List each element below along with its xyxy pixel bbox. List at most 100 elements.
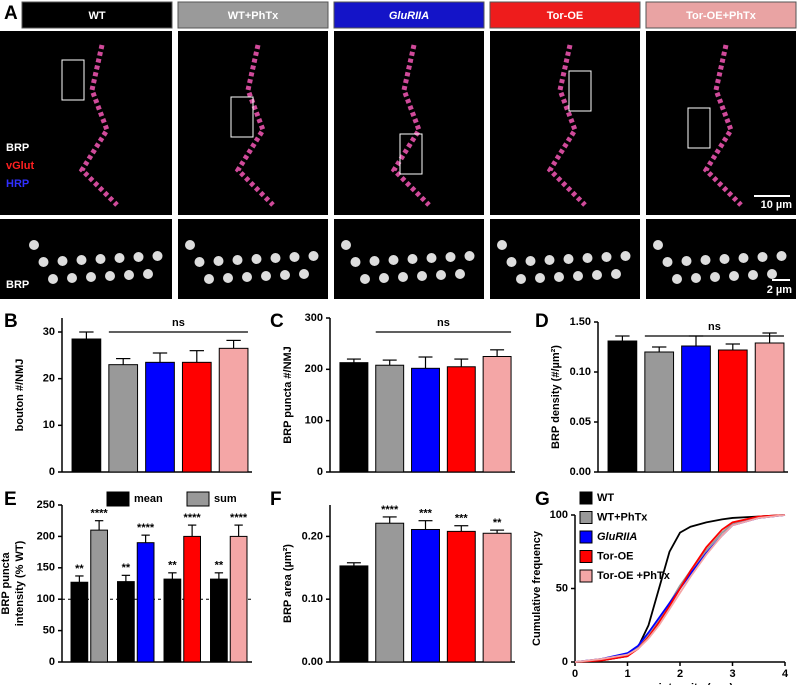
- significance: ****: [91, 508, 109, 520]
- zoom-puncta: [681, 256, 692, 266]
- y-tick-label: 0.10: [570, 366, 591, 378]
- zoom-puncta: [710, 272, 720, 282]
- significance: ****: [137, 522, 155, 534]
- zoom-puncta: [535, 273, 545, 283]
- legend-label: sum: [214, 493, 237, 505]
- significance: ****: [230, 512, 248, 524]
- zoom-puncta: [464, 251, 475, 261]
- y-tick-label: 0: [317, 466, 323, 478]
- zoom-puncta: [299, 269, 309, 279]
- y-tick-label: 200: [305, 363, 323, 375]
- zoom-puncta: [417, 271, 427, 281]
- zoom-puncta: [748, 270, 758, 280]
- bar: [210, 578, 228, 663]
- y-tick-label: 30: [43, 326, 55, 338]
- zoom-puncta: [388, 255, 399, 265]
- nmj-branch: [546, 44, 587, 207]
- y-tick-label: 1.50: [570, 316, 591, 328]
- stain-label: BRP: [6, 142, 29, 154]
- zoom-puncta: [776, 251, 787, 261]
- zoom-puncta: [455, 269, 465, 279]
- y-tick-label: 0: [562, 656, 568, 668]
- header-label: Tor-OE+PhTx: [686, 10, 757, 22]
- zoom-puncta: [611, 269, 621, 279]
- zoom-puncta: [124, 270, 134, 280]
- zoom-puncta: [662, 257, 673, 267]
- header-label: WT: [88, 10, 105, 22]
- bar: [375, 522, 405, 663]
- y-tick-label: 150: [37, 562, 55, 574]
- zoom-puncta: [143, 269, 153, 279]
- zoom-puncta: [185, 240, 195, 250]
- y-tick-label: 300: [305, 312, 323, 324]
- zoom-puncta: [341, 240, 351, 250]
- zoom-puncta: [506, 257, 517, 267]
- legend-swatch: [579, 569, 593, 583]
- zoom-puncta: [592, 270, 602, 280]
- micrograph: [0, 31, 172, 215]
- stain-label: HRP: [6, 178, 29, 190]
- y-tick-label: 250: [37, 499, 55, 511]
- zoom-puncta: [223, 273, 233, 283]
- zoom-puncta: [152, 251, 163, 261]
- y-tick-label: 100: [37, 593, 55, 605]
- panel-letter: A: [4, 3, 18, 24]
- significance: ***: [419, 508, 433, 520]
- bar: [339, 565, 369, 663]
- bar: [681, 345, 711, 473]
- zoom-puncta: [213, 256, 224, 266]
- zoom-puncta: [436, 270, 446, 280]
- y-axis-label: BRP puncta: [0, 552, 12, 615]
- significance: **: [75, 563, 84, 575]
- zoom-puncta: [497, 240, 507, 250]
- bar: [218, 347, 249, 473]
- bar: [70, 581, 89, 663]
- significance: **: [122, 562, 131, 574]
- scale-label: 2 µm: [767, 284, 793, 296]
- header-box: [21, 1, 173, 29]
- scale-label: 10 µm: [761, 199, 793, 211]
- zoom-puncta: [232, 255, 243, 265]
- y-tick-label: 0: [49, 466, 55, 478]
- nmj-branch: [234, 44, 275, 207]
- panel-letter: G: [535, 489, 550, 510]
- zoom-puncta: [48, 274, 58, 284]
- y-tick-label: 0.10: [302, 593, 323, 605]
- y-tick-label: 100: [550, 509, 568, 521]
- bar: [375, 364, 405, 473]
- y-axis-label: bouton #/NMJ: [14, 359, 26, 432]
- zoom-puncta: [601, 252, 612, 262]
- header-box: [333, 1, 485, 29]
- y-tick-label: 100: [305, 415, 323, 427]
- bar: [644, 351, 675, 473]
- zoom-puncta: [672, 274, 682, 284]
- zoom-puncta: [350, 257, 361, 267]
- zoom-puncta: [620, 251, 631, 261]
- legend-label: mean: [134, 493, 163, 505]
- panel-letter: B: [4, 311, 18, 332]
- zoom-puncta: [289, 252, 300, 262]
- y-tick-label: 0: [49, 656, 55, 668]
- legend-swatch: [579, 511, 593, 524]
- zoom-puncta: [194, 257, 205, 267]
- y-tick-label: 0.00: [302, 656, 323, 668]
- legend-swatch: [579, 530, 593, 544]
- legend-swatch: [106, 491, 130, 507]
- significance: **: [168, 560, 177, 572]
- nmj-branch: [390, 44, 431, 207]
- zoom-puncta: [95, 254, 106, 264]
- y-tick-label: 20: [43, 373, 55, 385]
- zoom-puncta: [573, 271, 583, 281]
- legend-label: Tor-OE: [597, 550, 633, 562]
- bar: [90, 529, 108, 663]
- y-axis-label: BRP puncta #/NMJ: [282, 346, 294, 444]
- bracket-label: ns: [437, 317, 450, 329]
- zoom-puncta: [57, 256, 68, 266]
- zoom-label: BRP: [6, 279, 29, 291]
- legend-swatch: [579, 550, 593, 563]
- cdf-line: [574, 514, 786, 663]
- x-tick-label: 3: [729, 668, 735, 680]
- bar: [482, 356, 512, 473]
- y-tick-label: 200: [37, 530, 55, 542]
- zoom-puncta: [729, 271, 739, 281]
